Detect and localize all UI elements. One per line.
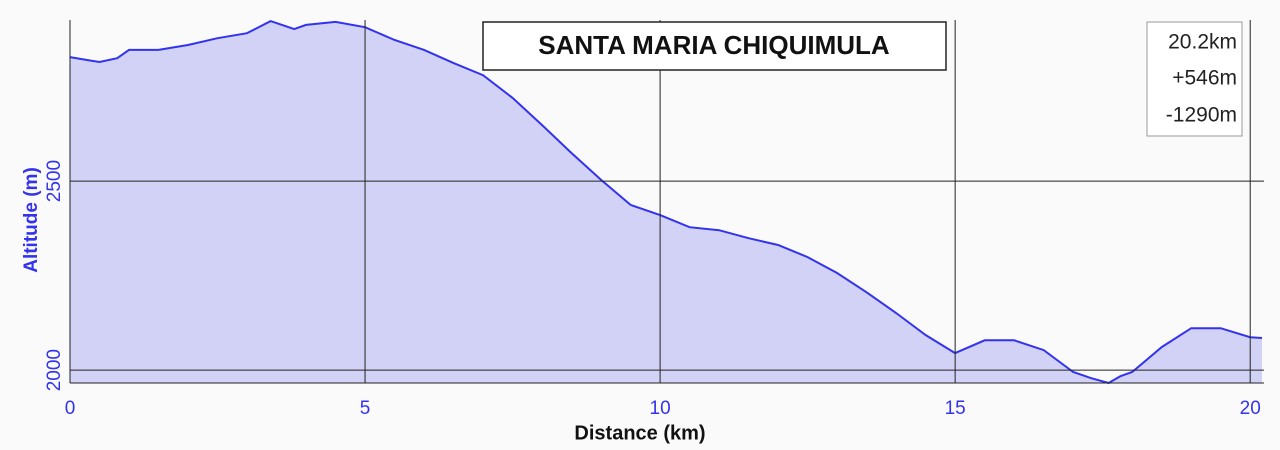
y-tick-label: 2000 — [44, 349, 65, 391]
stats-box — [1146, 21, 1243, 137]
plot-area: 0 5 10 15 20 2000 2500 — [44, 20, 1264, 419]
x-tick-label: 10 — [650, 398, 671, 419]
x-tick-label: 5 — [360, 398, 371, 419]
x-tick-label: 0 — [65, 398, 76, 419]
stat-distance: 20.2km — [1168, 31, 1237, 54]
stat-loss: -1290m — [1166, 104, 1237, 127]
y-axis-label: Altitude (m) — [21, 167, 42, 273]
stat-gain: +546m — [1172, 67, 1237, 90]
chart-title: SANTA MARIA CHIQUIMULA — [538, 30, 890, 60]
y-tick-label: 2500 — [44, 160, 65, 202]
x-tick-label: 15 — [945, 398, 966, 419]
title-box — [482, 21, 947, 71]
x-tick-label: 20 — [1240, 398, 1261, 419]
area-fill — [70, 21, 1262, 383]
x-axis-label: Distance (km) — [574, 422, 705, 444]
